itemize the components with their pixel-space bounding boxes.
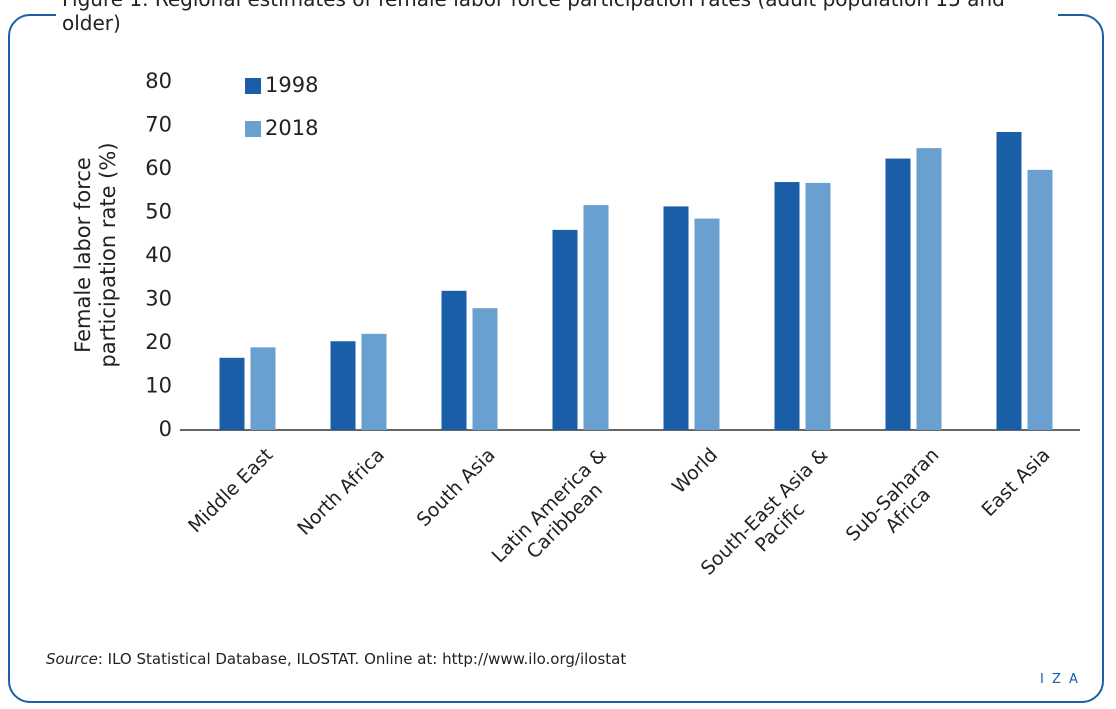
- y-tick-label: 30: [145, 287, 172, 311]
- bar: [250, 347, 276, 430]
- legend-label: 2018: [265, 116, 318, 140]
- bar: [885, 158, 911, 430]
- y-tick-label: 10: [145, 374, 172, 398]
- y-tick-label: 0: [159, 417, 172, 441]
- y-tick-label: 20: [145, 330, 172, 354]
- bar: [361, 333, 387, 430]
- legend-swatch: [245, 78, 261, 94]
- source: Source: ILO Statistical Database, ILOSTA…: [46, 650, 626, 668]
- legend-label: 1998: [265, 73, 318, 97]
- bar: [774, 182, 800, 430]
- y-tick-label: 60: [145, 156, 172, 180]
- bar: [472, 308, 498, 430]
- bar: [663, 206, 689, 430]
- y-tick-label: 70: [145, 113, 172, 137]
- y-tick-label: 80: [145, 69, 172, 93]
- bar: [583, 205, 609, 430]
- bar: [996, 132, 1022, 430]
- bar: [916, 148, 942, 430]
- bar: [805, 182, 831, 430]
- bar: [219, 357, 245, 430]
- bar: [1027, 169, 1053, 430]
- y-tick-label: 40: [145, 243, 172, 267]
- bar: [552, 229, 578, 430]
- bar: [694, 218, 720, 430]
- bar: [441, 290, 467, 430]
- y-tick-label: 50: [145, 200, 172, 224]
- source-label: Source: [46, 650, 98, 668]
- bar: [330, 341, 356, 430]
- logo: I Z A: [1040, 672, 1080, 687]
- y-axis-label: Female labor force participation rate (%…: [71, 142, 120, 368]
- source-text: : ILO Statistical Database, ILOSTAT. Onl…: [97, 650, 627, 668]
- legend-swatch: [245, 121, 261, 137]
- chart-title: Figure 1. Regional estimates of female l…: [56, 0, 1058, 35]
